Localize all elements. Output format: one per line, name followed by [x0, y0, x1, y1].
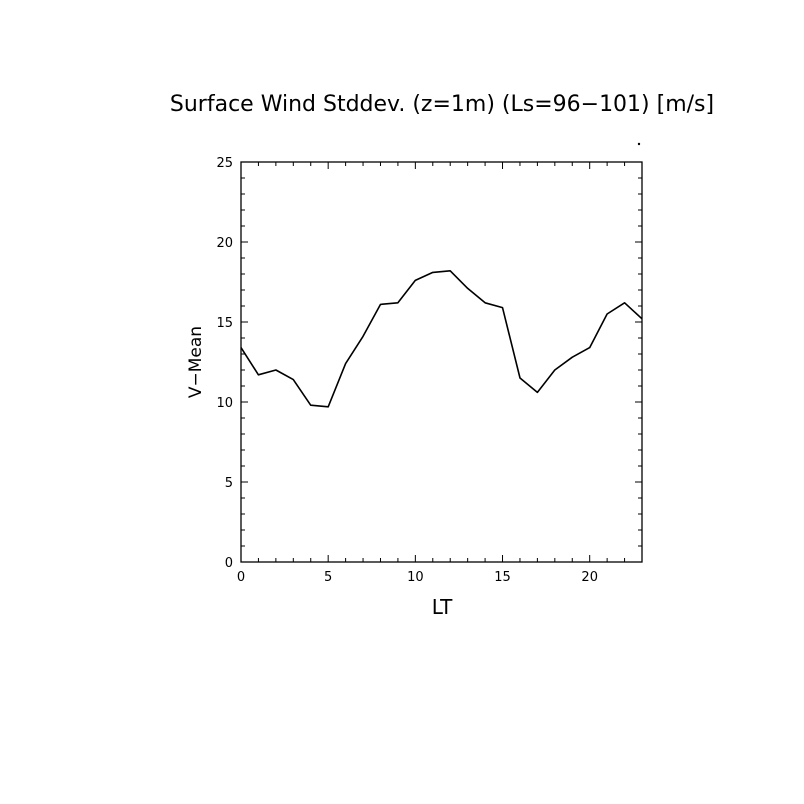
- y-tick-label: 25: [216, 156, 233, 171]
- chart-title: Surface Wind Stddev. (z=1m) (Ls=96−101) …: [170, 92, 714, 117]
- x-axis-label: LT: [432, 595, 453, 619]
- plot-frame: [240, 161, 643, 563]
- x-tick-label: 0: [237, 570, 245, 585]
- y-tick-label: 10: [216, 396, 233, 411]
- x-tick-label: 10: [407, 570, 424, 585]
- corner-dot: [637, 142, 641, 146]
- x-tick-label: 15: [494, 570, 511, 585]
- y-tick-label: 15: [216, 316, 233, 331]
- series-line-0: [240, 269, 643, 408]
- y-axis-label: V−Mean: [186, 326, 206, 398]
- plot-area: 0 5 10 15 20 0 5 10 15 20 25: [216, 156, 643, 585]
- y-tick-label: 5: [225, 476, 233, 491]
- y-tick-label: 0: [225, 556, 233, 571]
- x-tick-label: 20: [581, 570, 598, 585]
- y-tick-label: 20: [216, 236, 233, 251]
- x-tick-label: 5: [324, 570, 332, 585]
